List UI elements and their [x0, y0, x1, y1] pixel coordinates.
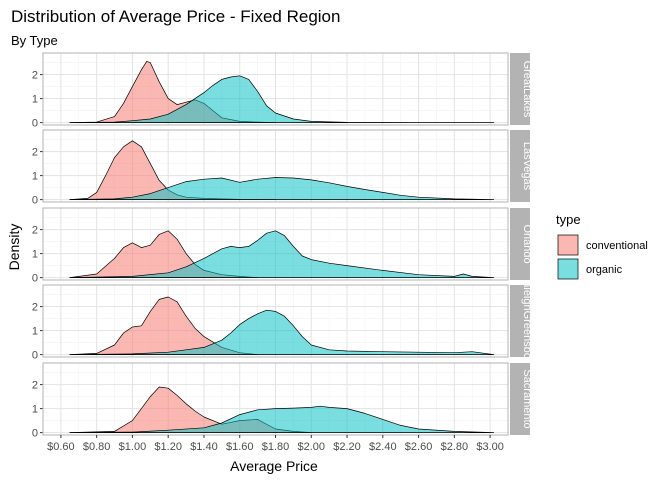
legend-item-organic: organic	[557, 258, 623, 280]
x-tick-label: $2.80	[441, 441, 469, 453]
x-tick-label: $0.80	[83, 441, 111, 453]
chart-title: Distribution of Average Price - Fixed Re…	[11, 7, 340, 26]
facet-strip-background	[510, 130, 530, 202]
density-area-organic	[69, 405, 495, 433]
x-tick-label: $2.60	[405, 441, 433, 453]
y-tick-label: 1	[32, 326, 38, 338]
facet-strip: LasVegas	[510, 130, 533, 202]
x-tick-label: $2.00	[298, 441, 326, 453]
density-area-organic	[69, 177, 495, 200]
density-area-organic	[69, 309, 495, 355]
x-tick-label: $2.40	[369, 441, 397, 453]
y-tick-label: 0	[32, 273, 38, 285]
panel-LasVegas: 0 1 2 LasVegas	[32, 129, 533, 207]
facet-strip-label: LasVegas	[521, 142, 533, 191]
y-tick-label: 2	[32, 380, 38, 392]
facet-strip-label: RaleighGreensboro	[521, 273, 533, 368]
facet-strip: RaleighGreensboro	[510, 273, 533, 368]
x-axis: $0.60 $0.80 $1.00 $1.20 $1.40 $1.60 $1.80 $2.00…	[47, 435, 504, 453]
panel-border	[42, 207, 509, 281]
facet-strip-background	[510, 208, 530, 280]
y-tick-label: 2	[32, 70, 38, 82]
chart-subtitle: By Type	[11, 33, 58, 48]
x-tick-label: $0.60	[47, 441, 75, 453]
y-tick-label: 1	[32, 94, 38, 106]
density-area-organic	[69, 75, 495, 123]
x-tick-label: $3.00	[476, 441, 504, 453]
panel-RaleighGreensboro: 0 1 2 RaleighGreensboro	[32, 273, 533, 368]
legend-label: conventional	[586, 240, 648, 252]
x-tick-label: $1.60	[226, 441, 254, 453]
facet-strip-background	[510, 53, 530, 125]
y-tick-label: 0	[32, 428, 38, 440]
legend-label: organic	[586, 264, 623, 276]
panel-border	[42, 284, 509, 358]
y-tick-label: 0	[32, 195, 38, 207]
facet-strip: Sacramento	[510, 363, 533, 435]
y-tick-label: 2	[32, 225, 38, 237]
facet-strip-background	[510, 363, 530, 435]
y-tick-label: 1	[32, 404, 38, 416]
panel-GreatLakes: 0 1 2 GreatLakes	[32, 52, 533, 130]
facet-strip-label: GreatLakes	[521, 61, 533, 118]
x-tick-label: $1.40	[190, 441, 218, 453]
legend-swatch	[557, 234, 579, 256]
facet-strip-label: Sacramento	[521, 369, 533, 428]
legend-swatch	[557, 258, 579, 280]
x-tick-label: $1.20	[154, 441, 182, 453]
y-tick-label: 0	[32, 350, 38, 362]
panel-border	[42, 52, 509, 126]
legend-title: type	[556, 212, 581, 227]
density-area-organic	[69, 230, 495, 278]
panel-Sacramento: 0 1 2 Sacramento	[32, 362, 533, 440]
legend: type conventional organic	[556, 212, 648, 280]
y-tick-label: 2	[32, 147, 38, 159]
panel-border	[42, 129, 509, 203]
facet-strip-label: Orlando	[521, 224, 533, 263]
facet-strip-background	[510, 285, 530, 357]
x-tick-label: $1.80	[262, 441, 290, 453]
y-tick-label: 0	[32, 118, 38, 130]
legend-item-conventional: conventional	[557, 234, 648, 256]
y-axis-title: Density	[6, 224, 22, 271]
x-tick-label: $1.00	[119, 441, 147, 453]
y-tick-label: 2	[32, 302, 38, 314]
facet-strip: Orlando	[510, 208, 533, 280]
x-axis-title: Average Price	[230, 458, 318, 474]
x-tick-label: $2.20	[333, 441, 361, 453]
y-tick-label: 1	[32, 171, 38, 183]
panel-Orlando: 0 1 2 Orlando	[32, 207, 533, 285]
y-tick-label: 1	[32, 249, 38, 261]
facet-panels: 0 1 2 GreatLakes 0 1 2 LasVegas 0 1 2 Orlando 0 1 2 Ral…	[32, 52, 533, 440]
facet-strip: GreatLakes	[510, 53, 533, 125]
